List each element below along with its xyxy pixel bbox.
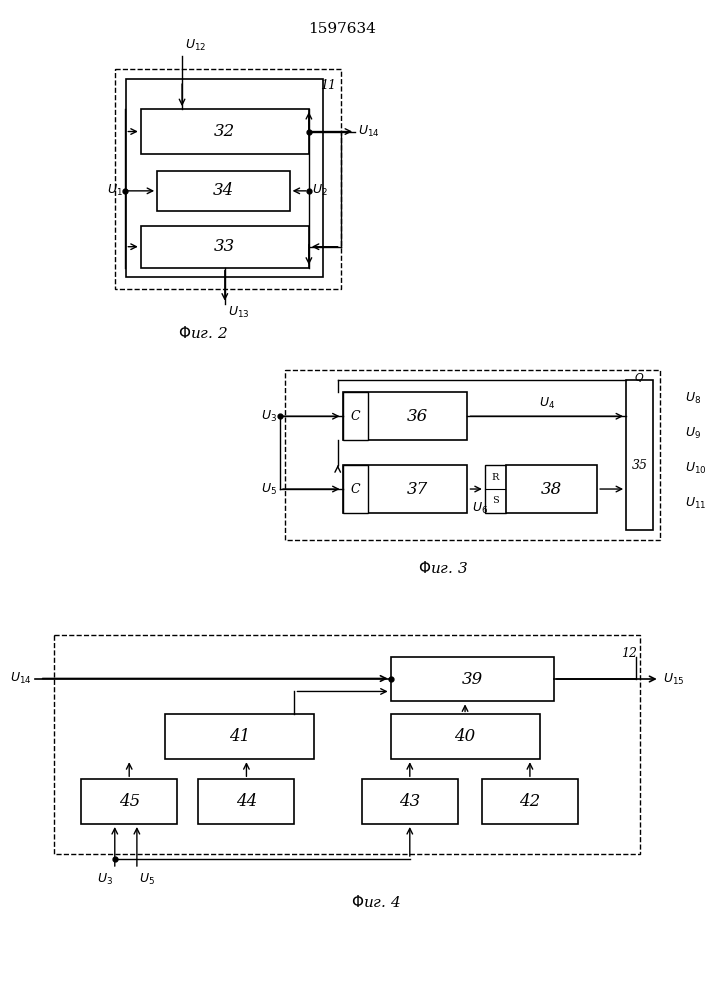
Text: C: C <box>350 483 360 496</box>
Bar <box>342 392 467 440</box>
Text: $U_{15}$: $U_{15}$ <box>662 671 684 687</box>
Text: 42: 42 <box>520 793 541 810</box>
Text: 43: 43 <box>399 793 421 810</box>
Text: 38: 38 <box>541 481 562 498</box>
Text: 34: 34 <box>213 182 234 199</box>
Bar <box>127 79 323 277</box>
Text: $U_4$: $U_4$ <box>539 396 555 411</box>
Text: 44: 44 <box>236 793 257 810</box>
Bar <box>485 465 506 513</box>
Bar <box>390 657 554 701</box>
Text: 33: 33 <box>214 238 235 255</box>
Text: $U_2$: $U_2$ <box>312 183 327 198</box>
Text: 35: 35 <box>631 459 648 472</box>
Bar <box>141 109 309 154</box>
Bar <box>81 779 177 824</box>
Text: C: C <box>350 410 360 423</box>
Text: $U_{10}$: $U_{10}$ <box>684 461 706 476</box>
Text: $U_6$: $U_6$ <box>472 501 488 516</box>
Text: 11: 11 <box>320 79 336 92</box>
Text: $U_8$: $U_8$ <box>684 391 701 406</box>
Text: $U_5$: $U_5$ <box>261 481 277 497</box>
Bar <box>506 465 597 513</box>
Text: S: S <box>492 496 498 505</box>
Text: $U_{14}$: $U_{14}$ <box>11 671 32 686</box>
Text: $U_{11}$: $U_{11}$ <box>684 495 706 511</box>
Bar <box>342 392 368 440</box>
Text: $U_3$: $U_3$ <box>97 872 113 887</box>
Bar <box>115 69 341 289</box>
Bar <box>626 380 653 530</box>
Bar <box>141 226 309 268</box>
Text: $\Phi$иг. 3: $\Phi$иг. 3 <box>419 560 469 576</box>
Bar <box>285 370 660 540</box>
Text: 37: 37 <box>407 481 428 498</box>
Text: R: R <box>491 473 499 482</box>
Text: $U_5$: $U_5$ <box>139 872 155 887</box>
Text: 1597634: 1597634 <box>308 22 375 36</box>
Bar <box>342 465 467 513</box>
Text: $U_3$: $U_3$ <box>261 409 277 424</box>
Bar <box>390 714 539 759</box>
Bar <box>157 171 290 211</box>
Text: $\Phi$иг. 2: $\Phi$иг. 2 <box>178 325 228 341</box>
Text: $U_{14}$: $U_{14}$ <box>358 124 380 139</box>
Bar <box>54 635 641 854</box>
Text: 40: 40 <box>455 728 476 745</box>
Text: 32: 32 <box>214 123 235 140</box>
Bar <box>362 779 458 824</box>
Text: $\bar{Q}$: $\bar{Q}$ <box>634 370 645 385</box>
Text: $U_9$: $U_9$ <box>684 426 701 441</box>
Text: 12: 12 <box>621 647 637 660</box>
Bar <box>342 465 368 513</box>
Bar <box>482 779 578 824</box>
Text: $U_{12}$: $U_{12}$ <box>185 38 206 53</box>
Text: 41: 41 <box>228 728 250 745</box>
Text: 39: 39 <box>462 671 483 688</box>
Text: $U_{13}$: $U_{13}$ <box>228 305 250 320</box>
Bar <box>165 714 314 759</box>
Text: 45: 45 <box>119 793 140 810</box>
Bar <box>199 779 295 824</box>
Text: $U_1$: $U_1$ <box>107 183 122 198</box>
Text: 36: 36 <box>407 408 428 425</box>
Text: $\Phi$иг. 4: $\Phi$иг. 4 <box>351 894 401 910</box>
